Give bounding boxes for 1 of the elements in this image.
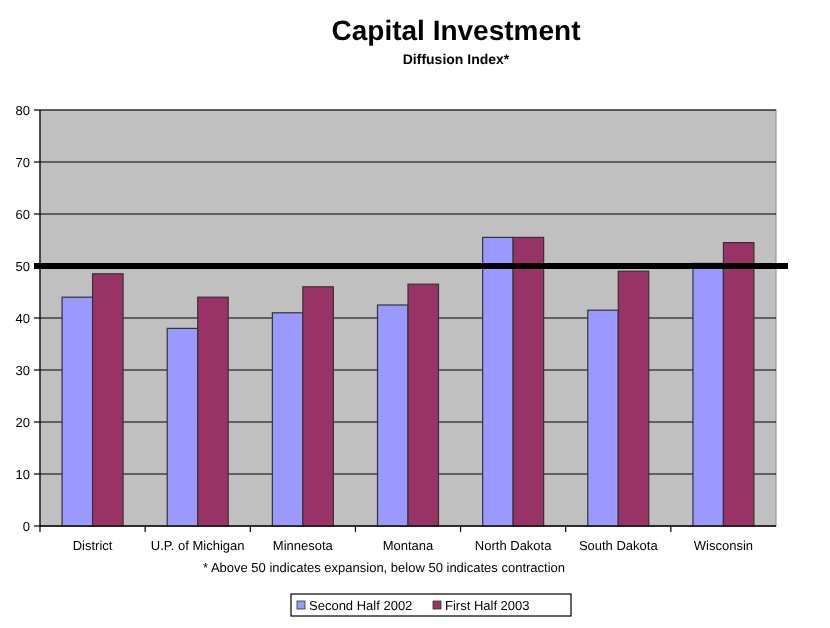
chart-title: Capital Investment bbox=[331, 14, 582, 46]
